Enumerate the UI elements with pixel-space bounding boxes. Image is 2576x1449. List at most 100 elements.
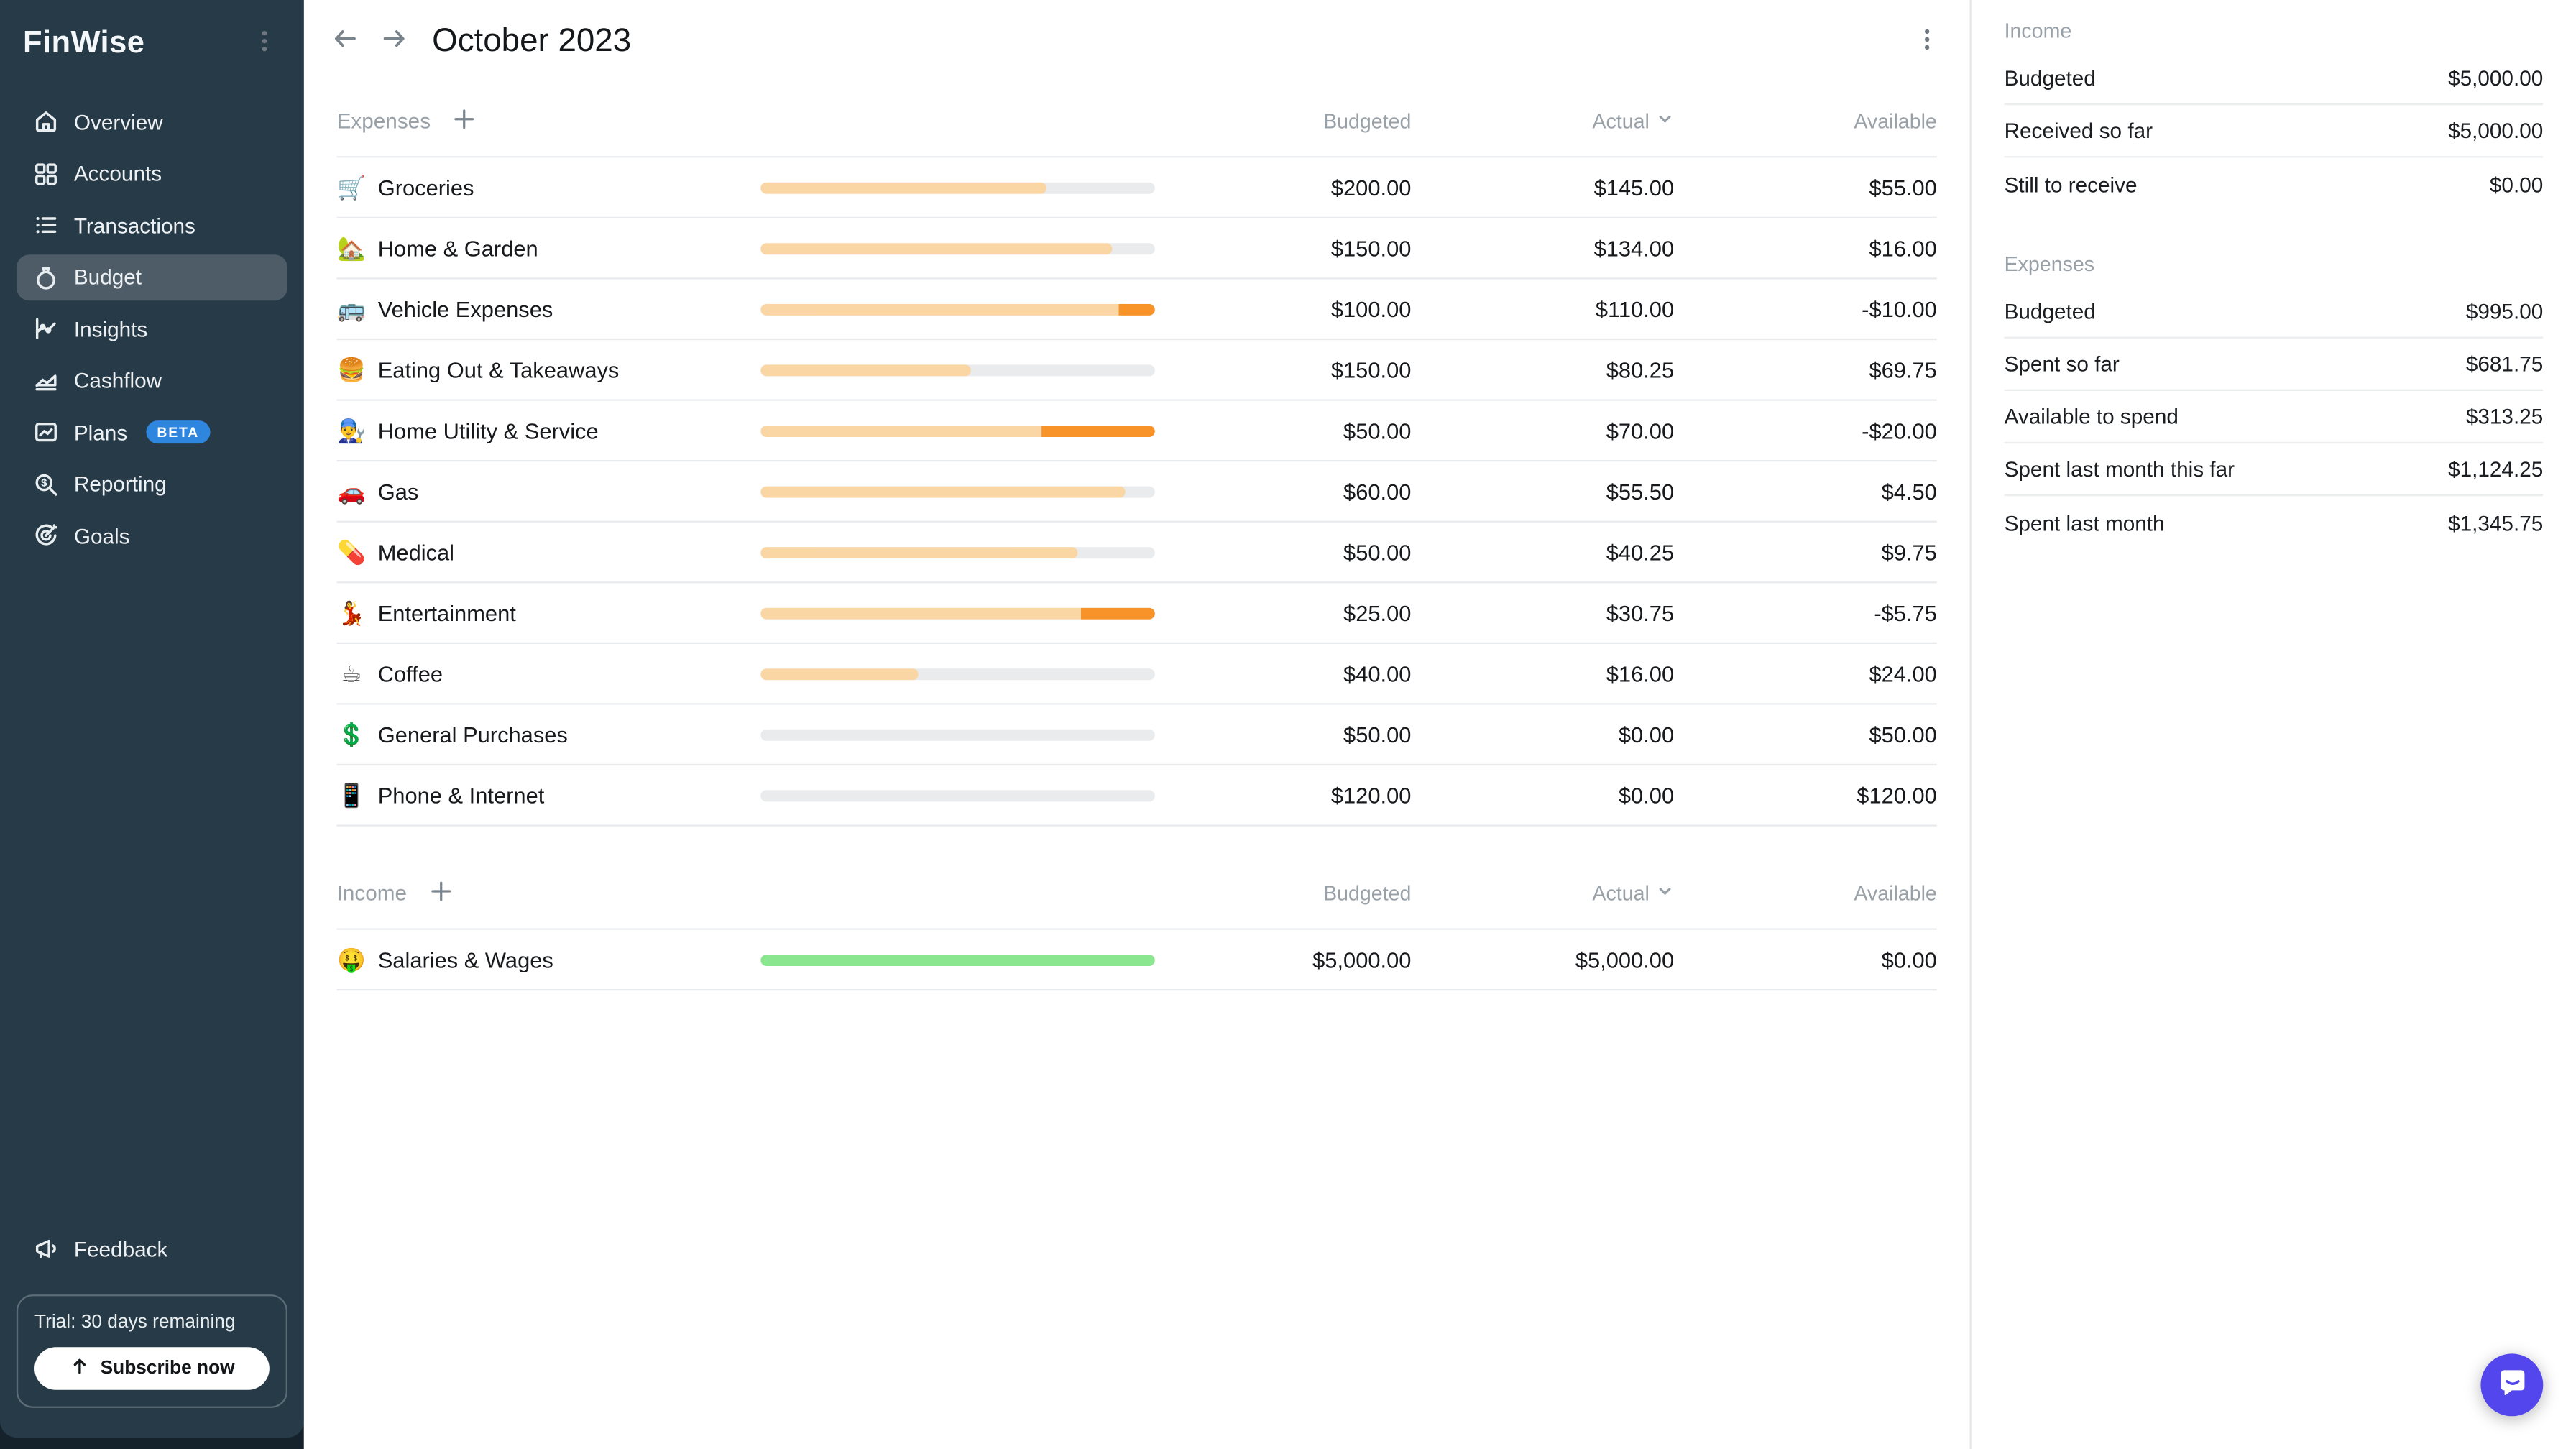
plus-icon (452, 106, 477, 135)
cell-budgeted: $150.00 (1330, 236, 1412, 261)
summary-row-budgeted: Budgeted $995.00 (2004, 286, 2544, 339)
cell-available: $24.00 (1869, 661, 1937, 686)
sidebar-item-plans[interactable]: Plans BETA (17, 409, 288, 455)
sidebar-menu-button[interactable] (248, 24, 281, 63)
budget-row-medical[interactable]: 💊 Medical $50.00 $40.25 $9.75 (336, 523, 1937, 584)
sidebar-item-label: Feedback (73, 1236, 168, 1261)
category-progress-bar (760, 546, 1155, 558)
area-chart-icon (33, 367, 60, 394)
column-header-actual[interactable]: Actual (1411, 109, 1674, 132)
category-emoji: 💲 (337, 720, 367, 747)
cell-actual: $0.00 (1618, 722, 1675, 747)
sidebar-item-budget[interactable]: Budget (16, 254, 288, 300)
cell-available: $55.00 (1869, 175, 1937, 200)
category-name: Phone & Internet (377, 783, 545, 808)
category-progress-bar (760, 789, 1155, 801)
cell-budgeted: $40.00 (1343, 661, 1412, 686)
sidebar-nav: Overview Accounts Transactions Budget Insigh… (0, 98, 304, 558)
category-progress-bar (760, 668, 1155, 680)
category-name: Entertainment (377, 600, 516, 625)
cell-available: $16.00 (1869, 236, 1937, 261)
sidebar-item-goals[interactable]: Goals (17, 512, 288, 558)
plus-icon (428, 878, 453, 908)
trial-card: Trial: 30 days remaining Subscribe now (16, 1294, 288, 1408)
cell-available: $0.00 (1881, 947, 1937, 972)
category-progress-bar (760, 485, 1155, 497)
category-progress-bar (760, 242, 1155, 254)
sidebar-panel: FinWise Overview Accounts Transactions Budg… (0, 0, 304, 1438)
next-month-button[interactable] (376, 22, 410, 61)
page-title: October 2023 (432, 22, 632, 59)
sidebar-item-accounts[interactable]: Accounts (17, 150, 288, 196)
previous-month-button[interactable] (328, 22, 363, 61)
cell-actual: $134.00 (1593, 236, 1675, 261)
up-arrow-icon (69, 1356, 91, 1382)
cell-available: -$20.00 (1862, 418, 1937, 443)
budget-row-phone-internet[interactable]: 📱 Phone & Internet $120.00 $0.00 $120.00 (336, 765, 1937, 827)
category-emoji: 🤑 (337, 945, 367, 972)
sidebar-item-transactions[interactable]: Transactions (17, 202, 288, 248)
budget-row-vehicle-expenses[interactable]: 🚌 Vehicle Expenses $100.00 $110.00 -$10.00 (336, 280, 1937, 341)
cell-actual: $40.25 (1606, 539, 1675, 565)
column-header-budgeted[interactable]: Budgeted (1323, 109, 1412, 133)
sidebar-item-feedback[interactable]: Feedback (17, 1225, 288, 1271)
chat-launcher-button[interactable] (2480, 1353, 2544, 1417)
add-income-category-button[interactable] (428, 878, 453, 908)
budget-options-button[interactable] (1910, 22, 1944, 60)
cell-budgeted: $50.00 (1343, 722, 1412, 747)
sidebar-item-insights[interactable]: Insights (17, 305, 288, 351)
budget-table: Expenses Budgeted Actual Available 🛒 Grocerie… (304, 79, 1970, 991)
sidebar-item-overview[interactable]: Overview (17, 98, 288, 144)
grid-icon (33, 160, 60, 187)
summary-section-label-income: Income (2004, 19, 2072, 43)
budget-row-entertainment[interactable]: 💃 Entertainment $25.00 $30.75 -$5.75 (336, 583, 1937, 645)
category-name: Gas (377, 479, 419, 504)
budget-row-gas[interactable]: 🚗 Gas $60.00 $55.50 $4.50 (336, 461, 1937, 523)
month-header: October 2023 (304, 0, 1970, 79)
cell-budgeted: $150.00 (1330, 357, 1412, 382)
budget-row-eating-out-takeaways[interactable]: 🍔 Eating Out & Takeaways $150.00 $80.25 $69.… (336, 340, 1937, 401)
cell-budgeted: $5,000.00 (1312, 947, 1412, 972)
budget-row-general-purchases[interactable]: 💲 General Purchases $50.00 $0.00 $50.00 (336, 705, 1937, 766)
sidebar-item-cashflow[interactable]: Cashflow (17, 357, 288, 403)
cell-actual: $5,000.00 (1575, 947, 1675, 972)
budget-row-salaries-wages[interactable]: 🤑 Salaries & Wages $5,000.00 $5,000.00 $0.00 (336, 930, 1937, 991)
column-header-available[interactable]: Available (1854, 881, 1937, 905)
cell-actual: $80.25 (1606, 357, 1675, 382)
category-progress-bar (760, 364, 1155, 376)
budget-row-home-garden[interactable]: 🏡 Home & Garden $150.00 $134.00 $16.00 (336, 218, 1937, 280)
summary-row-available-to-spend: Available to spend $313.25 (2004, 391, 2544, 444)
column-header-budgeted[interactable]: Budgeted (1323, 881, 1412, 905)
cell-budgeted: $50.00 (1343, 539, 1412, 565)
budget-row-groceries[interactable]: 🛒 Groceries $200.00 $145.00 $55.00 (336, 157, 1937, 218)
cell-available: -$5.75 (1874, 600, 1937, 625)
budget-row-home-utility-service[interactable]: 👨‍🔧 Home Utility & Service $50.00 $70.00 -$2… (336, 401, 1937, 462)
category-emoji: 👨‍🔧 (337, 416, 367, 443)
cell-actual: $0.00 (1618, 783, 1675, 808)
column-header-actual[interactable]: Actual (1411, 881, 1674, 904)
cell-available: -$10.00 (1862, 296, 1937, 321)
category-emoji: 🍔 (337, 355, 367, 382)
expenses-section-label: Expenses (336, 108, 431, 134)
category-name: Medical (377, 539, 455, 565)
category-progress-bar (760, 303, 1155, 315)
arrow-left-icon (332, 24, 360, 58)
category-progress-bar (760, 181, 1155, 193)
category-emoji: 🚗 (337, 477, 367, 504)
sidebar-item-reporting[interactable]: $ Reporting (17, 461, 288, 507)
subscribe-button[interactable]: Subscribe now (34, 1347, 270, 1390)
budget-row-coffee[interactable]: ☕ Coffee $40.00 $16.00 $24.00 (336, 644, 1937, 705)
home-icon (33, 109, 60, 135)
category-name: Home & Garden (377, 236, 538, 261)
svg-text:$: $ (41, 477, 47, 488)
summary-row-received-so-far: Received so far $5,000.00 (2004, 105, 2544, 158)
column-header-available[interactable]: Available (1854, 109, 1937, 133)
summary-row-spent-last-month: Spent last month $1,345.75 (2004, 510, 2544, 535)
beta-badge: BETA (145, 420, 211, 444)
add-expenses-category-button[interactable] (452, 106, 477, 135)
category-emoji: 📱 (337, 781, 367, 808)
summary-row-still-to-receive: Still to receive $0.00 (2004, 171, 2544, 197)
category-name: Groceries (377, 175, 474, 200)
search-dollar-icon: $ (33, 471, 60, 497)
